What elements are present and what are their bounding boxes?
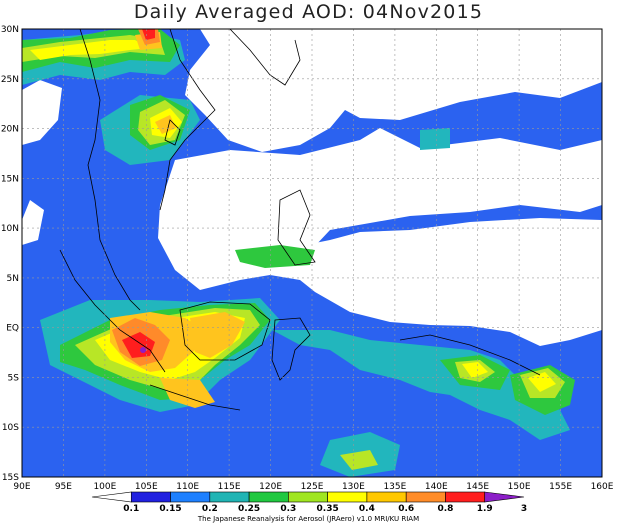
lon-label: 105E — [135, 482, 158, 492]
lat-label: 5S — [8, 373, 20, 383]
colorbar-swatch — [130, 491, 171, 503]
grid-lines — [22, 29, 602, 477]
lon-label: 90E — [13, 482, 30, 492]
colorbar-tick-label: 0.2 — [202, 504, 218, 514]
lat-axis: 30N 25N 20N 15N 10N 5N EQ 5S 10S 15S — [1, 25, 19, 483]
max-aod-spot — [140, 347, 146, 353]
lat-label: 25N — [1, 75, 19, 85]
lat-label: 15S — [2, 473, 19, 483]
lat-label: 5N — [7, 274, 19, 284]
lat-label: 20N — [1, 125, 19, 135]
colorbar-tick-label: 0.3 — [280, 504, 296, 514]
peak-aod-red — [122, 29, 155, 358]
colorbar-tick-label: 0.25 — [238, 504, 260, 514]
colorbar-swatch — [248, 491, 289, 503]
colorbar-tick-label: 0.1 — [123, 504, 139, 514]
lon-label: 130E — [342, 482, 365, 492]
colorbar-tick-label: 0.4 — [359, 504, 375, 514]
colorbar-swatch — [445, 491, 486, 503]
lon-label: 100E — [93, 482, 116, 492]
lon-label: 135E — [383, 482, 406, 492]
lat-label: 10N — [1, 224, 19, 234]
map-title: Daily Averaged AOD: 04Nov2015 — [133, 1, 484, 23]
lat-label: 10S — [2, 423, 19, 433]
colorbar-swatch — [209, 491, 250, 503]
coastlines — [59, 29, 541, 411]
lon-label: 155E — [549, 482, 572, 492]
lon-label: 160E — [591, 482, 614, 492]
lon-label: 110E — [176, 482, 199, 492]
colorbar-swatch — [327, 491, 368, 503]
lat-label: 30N — [1, 25, 19, 35]
lon-label: 120E — [259, 482, 282, 492]
plot-frame — [21, 28, 603, 478]
colorbar-swatch — [484, 491, 525, 503]
lon-label: 125E — [301, 482, 324, 492]
footer-credit: The Japanese Reanalysis for Aerosol (JRA… — [197, 515, 420, 523]
lat-label: EQ — [6, 324, 19, 334]
lat-label: 15N — [1, 174, 19, 184]
colorbar-tick-label: 0.35 — [317, 504, 339, 514]
colorbar-swatch — [91, 491, 132, 503]
colorbar-swatch — [366, 491, 407, 503]
lon-axis: 90E 95E 100E 105E 110E 115E 120E 125E 13… — [13, 482, 613, 492]
colorbar-swatch — [170, 491, 211, 503]
colorbar-tick-label: 0.8 — [437, 504, 453, 514]
lon-label: 115E — [218, 482, 241, 492]
lon-label: 150E — [508, 482, 531, 492]
colorbar-swatch — [288, 491, 328, 503]
colorbar-tick-label: 0.15 — [159, 504, 181, 514]
lon-label: 140E — [425, 482, 448, 492]
colorbar-tick-label: 0.6 — [398, 504, 414, 514]
colorbar-tick-label: 1.9 — [477, 504, 493, 514]
colorbar: 0.1 0.15 0.2 0.25 0.3 0.35 0.4 0.6 0.8 1.9 3 — [91, 491, 527, 514]
lon-label: 145E — [466, 482, 489, 492]
lon-label: 95E — [55, 482, 72, 492]
colorbar-tick-label: 3 — [521, 504, 527, 514]
aod-field — [22, 29, 602, 477]
colorbar-swatch — [405, 491, 446, 503]
